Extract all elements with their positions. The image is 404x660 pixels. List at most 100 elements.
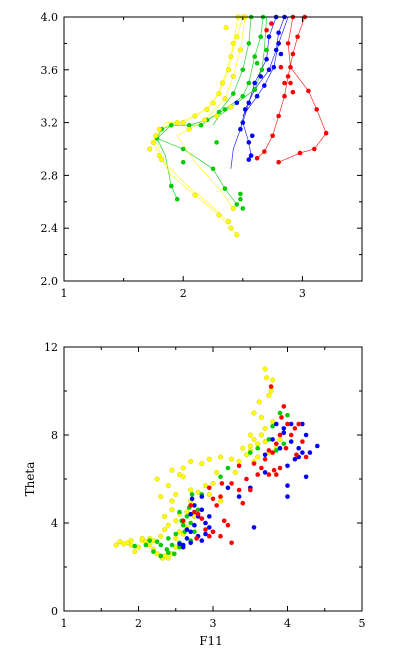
series-2-point-13 [188, 540, 193, 546]
series-2-point-27 [296, 445, 302, 451]
series-0-point-25 [154, 476, 160, 482]
series-0-point-50 [270, 377, 276, 383]
series-1-point-11 [195, 507, 201, 513]
series-3-point-9 [156, 153, 162, 159]
series-0-point-46 [262, 425, 268, 431]
series-3-point-23 [262, 456, 268, 462]
series-3-point-22 [259, 465, 264, 471]
series-0-point-77 [229, 456, 235, 462]
series-1-point-18 [262, 83, 267, 88]
series-2-point-21 [222, 186, 228, 191]
series-3-point-27 [277, 432, 283, 438]
series-0-point-3 [124, 540, 130, 546]
series-3-line-2 [176, 16, 246, 209]
series-0-point-29 [180, 465, 186, 471]
series-3-point-30 [147, 146, 153, 152]
series-1-point-8 [266, 34, 272, 40]
series-3-point-33 [300, 439, 305, 444]
series-0-point-5 [132, 549, 138, 555]
series-0-point-54 [247, 443, 253, 449]
series-0-point-14 [323, 130, 329, 136]
series-0-point-26 [165, 483, 171, 489]
series-0-point-59 [169, 498, 175, 504]
series-0-point-15 [312, 146, 317, 152]
series-1-point-12 [240, 120, 246, 125]
series-3-point-22 [225, 219, 232, 225]
series-3-point-13 [218, 533, 223, 539]
series-1-point-10 [188, 520, 193, 526]
series-3-point-7 [156, 126, 162, 132]
series-3-point-32 [296, 421, 302, 427]
series-2-point-7 [186, 122, 192, 128]
series-1-point-17 [271, 64, 277, 70]
series-3-point-19 [244, 476, 249, 482]
axis-ticks-top: 1 2 3 2.0 2.4 2.8 3.2 3.6 4.0 [41, 11, 362, 300]
series-0-point-12 [306, 88, 311, 94]
series-3-point-35 [277, 465, 283, 471]
y-tick-label-3: 3.2 [41, 117, 59, 130]
series-3-point-20 [153, 133, 159, 139]
series-3-point-36 [274, 472, 279, 477]
series-2-point-1 [258, 34, 264, 40]
series-3-point-31 [292, 426, 298, 431]
series-3-point-38 [268, 384, 274, 389]
series-0-point-61 [162, 527, 168, 533]
series-1-point-27 [147, 538, 152, 543]
series-2-point-10 [189, 496, 195, 502]
series-0-point-6 [270, 133, 275, 139]
series-3-point-17 [236, 487, 242, 493]
series-2-point-18 [198, 122, 204, 128]
series-0-point-74 [206, 491, 212, 497]
series-0-point-21 [290, 89, 296, 95]
series-1-point-1 [276, 30, 281, 36]
series-0-point-19 [282, 80, 287, 86]
series-3-point-1 [188, 503, 193, 508]
series-2-point-5 [222, 107, 228, 112]
series-1-point-18 [266, 437, 272, 442]
series-3-point-11 [216, 212, 222, 218]
series-3-point-4 [210, 100, 216, 106]
series-3-point-25 [230, 73, 236, 79]
series-3-point-34 [303, 454, 309, 460]
series-0-point-52 [255, 454, 261, 460]
series-2-point-3 [246, 80, 252, 86]
series-0-point-1 [295, 34, 300, 40]
series-0-point-22 [169, 507, 175, 513]
series-0-point-27 [173, 491, 179, 497]
series-0-point-22 [269, 21, 274, 26]
series-2-point-30 [214, 140, 219, 145]
series-3-point-12 [229, 540, 234, 546]
series-2-point-26 [292, 456, 298, 462]
series-0-point-31 [199, 461, 205, 467]
y-tick-label-2: 2.8 [41, 169, 59, 182]
series-1-point-15 [192, 529, 197, 535]
scatter-points [113, 366, 320, 561]
series-1-point-16 [276, 41, 281, 46]
series-0-point-58 [277, 436, 283, 442]
series-0-point-68 [256, 399, 262, 405]
series-3-point-19 [180, 120, 186, 126]
series-0-point-30 [188, 458, 194, 464]
series-1-point-36 [248, 450, 253, 455]
series-2-point-16 [225, 485, 231, 491]
series-2-point-3 [192, 522, 197, 528]
series-0-point-28 [176, 472, 183, 478]
series-3-point-15 [210, 496, 216, 502]
series-2-point-31 [180, 159, 186, 165]
series-3-point-7 [210, 529, 216, 535]
series-2-point-16 [231, 91, 236, 96]
series-1-point-21 [285, 412, 290, 418]
series-1-point-23 [234, 100, 240, 106]
series-0-point-65 [173, 535, 179, 541]
series-2-point-45 [300, 450, 305, 455]
series-3-point-26 [222, 96, 228, 102]
series-2-point-26 [252, 87, 257, 92]
series-0-point-17 [276, 159, 281, 165]
series-0-point-78 [240, 445, 246, 451]
series-1-point-30 [172, 551, 177, 557]
series-3-point-28 [281, 404, 287, 409]
series-1-point-17 [255, 445, 260, 451]
series-3-point-14 [207, 485, 212, 491]
series-0-point-34 [176, 529, 183, 535]
